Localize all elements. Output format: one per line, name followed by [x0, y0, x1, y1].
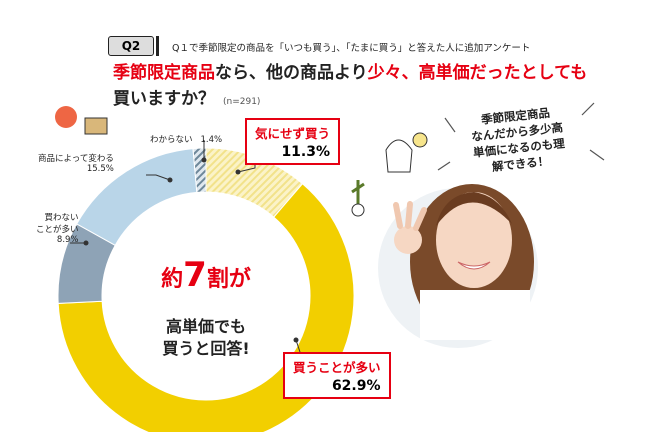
- value-label: 62.9%: [331, 378, 381, 394]
- title-part: なら、他の商品より: [215, 63, 368, 83]
- center-body: 高単価でも 買うと回答!: [162, 317, 250, 358]
- leader-dots: [83, 157, 299, 343]
- title-line: 季節限定商品なら、他の商品より少々、高単価だったとしても: [113, 60, 587, 86]
- category-label: 買うことが多い: [293, 360, 381, 375]
- title-part: 少々、高単価だったとしても: [367, 63, 588, 83]
- title-part: 買いますか？: [113, 89, 215, 109]
- segment-label: 買うことが多い 62.9%: [283, 352, 391, 399]
- value-label: 11.3%: [281, 144, 331, 160]
- bubble-lines: [437, 102, 605, 171]
- category-label: わからない: [150, 135, 193, 145]
- speech-bubble: 季節限定商品 なんだから多少高 単価になるのも理 解できる！: [470, 105, 566, 174]
- category-label: 気にせず買う: [255, 126, 331, 141]
- illustration-person: [378, 184, 538, 348]
- center-text: 約7割が 高単価でも 買うと回答!: [106, 205, 306, 379]
- center-lead: 約: [161, 267, 184, 292]
- segment-label: 商品によって変わる 15.5%: [38, 152, 114, 174]
- question-badge: Q2: [108, 36, 154, 56]
- center-unit: 割が: [206, 267, 251, 292]
- segment-label: 買わない ことが多い 8.9%: [36, 211, 79, 245]
- title-part: 季節限定商品: [113, 63, 215, 83]
- category-label: 商品によって変わる: [38, 154, 114, 164]
- sample-size: (n=291): [223, 97, 261, 107]
- value-label: 15.5%: [86, 164, 114, 174]
- center-number: 7: [183, 255, 207, 295]
- segment-label: 気にせず買う 11.3%: [245, 118, 341, 165]
- value-label: 8.9%: [56, 235, 79, 245]
- value-label: 1.4%: [200, 135, 223, 145]
- illustration-icons: [55, 106, 428, 217]
- title: 季節限定商品なら、他の商品より少々、高単価だったとしても買いますか？ (n=291…: [113, 60, 587, 115]
- donut-hole: [102, 192, 310, 400]
- title-line: 買いますか？ (n=291): [113, 86, 587, 115]
- category-label: 買わない ことが多い: [36, 213, 79, 235]
- segment-label: わからない 1.4%: [150, 127, 222, 146]
- subtitle: Q１で季節限定の商品を「いつも買う」、「たまに買う」と答えた人に追加アンケート: [172, 43, 531, 54]
- divider: [156, 36, 159, 56]
